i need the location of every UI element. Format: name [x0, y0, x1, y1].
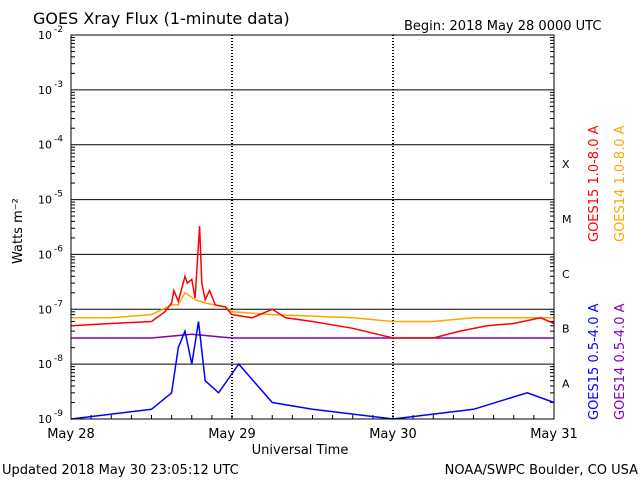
y-tick-label: 10 — [38, 29, 52, 42]
legend: GOES15 1.0-8.0 A GOES14 1.0-8.0 A GOES15 0… — [587, 125, 628, 420]
credit-label: NOAA/SWPC Boulder, CO USA — [445, 463, 638, 478]
y-tick-label: 10 — [38, 139, 52, 152]
y-tick-labels: 10-910-810-710-610-510-410-310-2 — [38, 25, 63, 426]
y-tick-exponent: -6 — [54, 244, 63, 254]
updated-timestamp: Updated 2018 May 30 23:05:12 UTC — [2, 463, 239, 478]
y-tick-label: 10 — [38, 358, 52, 371]
x-tick-label: May 29 — [208, 427, 256, 442]
y-tick-exponent: -3 — [54, 80, 63, 90]
legend-entry: GOES15 1.0-8.0 A — [587, 125, 602, 242]
y-tick-exponent: -9 — [54, 409, 63, 419]
y-tick-exponent: -2 — [54, 25, 63, 35]
y-tick-exponent: -4 — [54, 135, 63, 145]
legend-entry: GOES14 1.0-8.0 A — [613, 125, 628, 242]
series-line-3 — [71, 333, 554, 339]
flare-class-label: A — [562, 378, 570, 391]
flare-class-label: X — [562, 158, 570, 171]
y-tick-label: 10 — [38, 84, 52, 97]
legend-entry: GOES15 0.5-4.0 A — [587, 303, 602, 420]
plot-frame — [70, 34, 555, 420]
flare-class-label: C — [562, 268, 570, 281]
x-tick-label: May 30 — [369, 427, 417, 442]
chart-title: GOES Xray Flux (1-minute data) — [33, 9, 290, 28]
y-tick-exponent: -7 — [54, 299, 63, 309]
plot-grid — [71, 35, 554, 419]
data-series — [70, 225, 555, 420]
flare-class-label: B — [562, 323, 570, 336]
begin-label: Begin: 2018 May 28 0000 UTC — [404, 19, 601, 34]
legend-entry: GOES14 0.5-4.0 A — [613, 303, 628, 420]
y-tick-label: 10 — [38, 413, 52, 426]
y-tick-label: 10 — [38, 248, 52, 261]
y-tick-exponent: -5 — [54, 190, 63, 200]
y-tick-label: 10 — [38, 194, 52, 207]
series-line-2 — [70, 321, 555, 420]
x-tick-labels: May 28 May 29 May 30 May 31 — [47, 427, 578, 442]
x-axis-label: Universal Time — [252, 443, 349, 458]
x-tick-label: May 28 — [47, 427, 95, 442]
y-axis-label: Watts m⁻² — [11, 198, 26, 264]
flare-class-labels: A B C M X — [562, 158, 572, 390]
series-line-0 — [70, 225, 555, 339]
y-tick-exponent: -8 — [54, 354, 63, 364]
y-tick-label: 10 — [38, 303, 52, 316]
flare-class-label: M — [562, 213, 572, 226]
x-tick-label: May 31 — [530, 427, 578, 442]
series-line-1 — [71, 291, 554, 323]
